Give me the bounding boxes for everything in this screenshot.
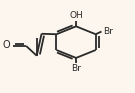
- Text: OH: OH: [69, 11, 83, 20]
- Text: O: O: [3, 40, 10, 50]
- Text: Br: Br: [71, 64, 81, 73]
- Text: Br: Br: [103, 27, 113, 36]
